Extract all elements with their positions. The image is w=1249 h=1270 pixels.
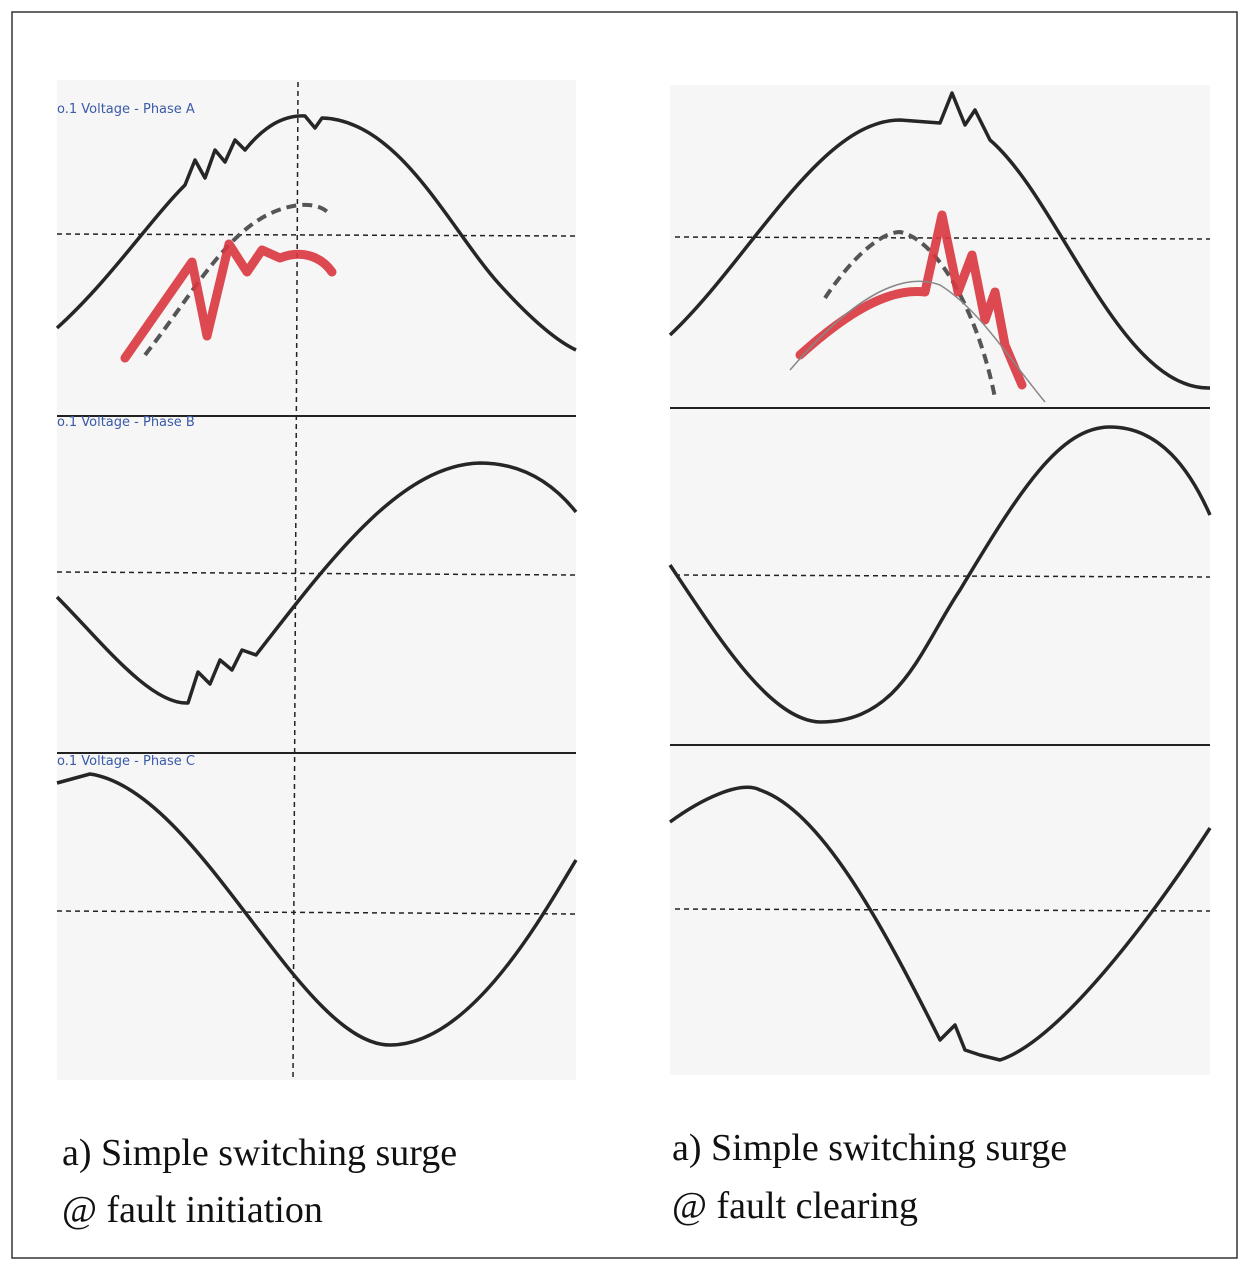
zero-line	[56, 233, 577, 237]
overlay	[795, 210, 1027, 390]
zero-line	[674, 574, 1211, 578]
trace-label: o.1 Voltage - Phase A	[57, 102, 195, 117]
waveform	[668, 425, 1212, 724]
zero-line	[674, 236, 1211, 240]
waveform	[55, 461, 578, 705]
overlay	[143, 202, 332, 357]
trace-label: o.1 Voltage - Phase B	[57, 415, 195, 430]
waveform	[668, 91, 1211, 390]
caption: a) Simple switching surge	[672, 1127, 1067, 1169]
waveform	[55, 114, 577, 352]
trace-label: o.1 Voltage - Phase C	[57, 754, 195, 769]
waveform	[668, 785, 1212, 1062]
zero-line	[56, 571, 577, 576]
right-panel: a) Simple switching surge @ fault cleari…	[668, 85, 1212, 1227]
zero-line	[674, 908, 1211, 912]
overlay	[789, 280, 1046, 403]
caption: @ fault clearing	[672, 1185, 918, 1227]
zero-line	[56, 910, 577, 915]
caption: @ fault initiation	[62, 1189, 323, 1231]
caption: a) Simple switching surge	[62, 1132, 457, 1174]
left-panel: o.1 Voltage - Phase A o.1 Voltage - Phas…	[55, 80, 578, 1231]
cursor-line	[292, 81, 299, 1081]
overlay	[120, 239, 337, 363]
waveform	[56, 772, 578, 1047]
